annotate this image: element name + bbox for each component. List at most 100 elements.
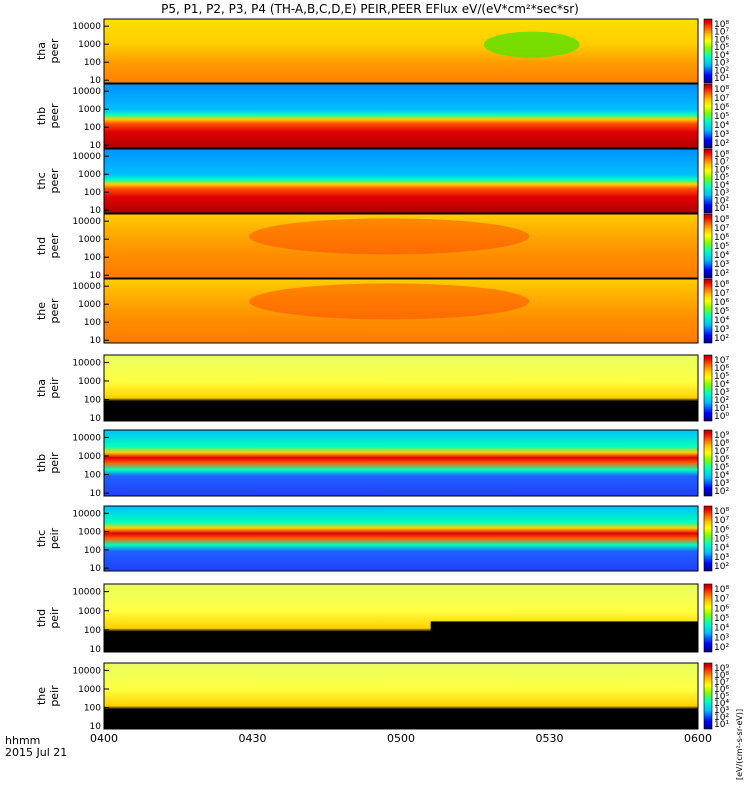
colorbar bbox=[703, 583, 713, 653]
y-tick-label: 10000 bbox=[72, 358, 101, 368]
colorbar-tick-label: 10⁴ bbox=[714, 544, 729, 554]
colorbar-tick-label: 10¹ bbox=[714, 720, 729, 730]
panel-species-label: peer bbox=[48, 233, 61, 259]
colorbar bbox=[703, 429, 713, 497]
spectrogram-panel-the-peer: 10 100 1000 10000 the peer 10⁸10⁷10⁶10⁵10⁴10³1… bbox=[35, 278, 729, 346]
colorbar-tick-label: 10⁸ bbox=[714, 20, 729, 30]
colorbar-tick-label: 10⁸ bbox=[714, 150, 729, 160]
colorbar-tick-label: 10⁶ bbox=[714, 455, 729, 465]
colorbar bbox=[703, 354, 713, 422]
spectrogram-fill bbox=[104, 663, 698, 729]
colorbar-tick-label: 10⁵ bbox=[714, 173, 729, 183]
panel-species-label: peir bbox=[48, 377, 61, 399]
colorbar-tick-label: 10² bbox=[714, 487, 729, 497]
spectrogram-fill bbox=[104, 214, 698, 278]
y-tick-label: 10000 bbox=[72, 509, 101, 519]
y-tick-label: 100 bbox=[84, 58, 101, 68]
y-tick-label: 1000 bbox=[78, 452, 101, 462]
date-label: 2015 Jul 21 bbox=[5, 746, 67, 759]
colorbar-tick-label: 10⁹ bbox=[714, 431, 729, 441]
colorbar-tick-label: 10⁶ bbox=[714, 165, 729, 175]
panel-probe-label: thd bbox=[35, 609, 48, 627]
colorbar-tick-label: 10⁸ bbox=[714, 671, 729, 681]
colorbar-tick-label: 10² bbox=[714, 196, 729, 206]
panel-species-label: peir bbox=[48, 607, 61, 629]
spectrogram-fill bbox=[104, 355, 698, 421]
colorbar-tick-label: 10⁷ bbox=[714, 289, 729, 299]
figure-title: P5, P1, P2, P3, P4 (TH-A,B,C,D,E) PEIR,P… bbox=[161, 2, 579, 16]
panel-frame bbox=[103, 583, 699, 653]
y-tick-label: 100 bbox=[84, 704, 101, 714]
y-tick-label: 10000 bbox=[72, 87, 101, 97]
flux-enhancement-blob bbox=[249, 218, 530, 255]
panel-probe-label: the bbox=[35, 302, 48, 320]
y-tick-label: 1000 bbox=[78, 300, 101, 310]
y-tick-label: 10 bbox=[90, 206, 102, 216]
panel-probe-label: the bbox=[35, 687, 48, 705]
y-tick-label: 10000 bbox=[72, 433, 101, 443]
colorbar bbox=[703, 18, 713, 84]
colorbar-tick-label: 10⁸ bbox=[714, 439, 729, 449]
x-tick-label: 0400 bbox=[90, 732, 118, 745]
y-tick-label: 10 bbox=[90, 722, 102, 732]
panel-frame bbox=[103, 83, 699, 149]
colorbar-tick-label: 10² bbox=[714, 334, 729, 344]
panel-frame bbox=[103, 18, 699, 84]
x-tick-label: 0600 bbox=[684, 732, 712, 745]
colorbar-tick-label: 10³ bbox=[714, 553, 729, 563]
colorbar-tick-label: 10³ bbox=[714, 325, 729, 335]
y-tick-label: 10 bbox=[90, 271, 102, 281]
colorbar-tick-label: 10⁴ bbox=[714, 251, 729, 261]
panel-probe-label: thb bbox=[35, 107, 48, 125]
panel-probe-label: tha bbox=[35, 379, 48, 397]
spectrogram-fill bbox=[104, 279, 698, 343]
colorbar bbox=[703, 278, 713, 344]
y-tick-label: 1000 bbox=[78, 40, 101, 50]
y-tick-label: 100 bbox=[84, 546, 101, 556]
colorbar-tick-label: 10⁴ bbox=[714, 471, 729, 481]
y-tick-label: 10 bbox=[90, 564, 102, 574]
colorbar-tick-label: 10⁰ bbox=[714, 412, 729, 422]
y-tick-label: 10 bbox=[90, 336, 102, 346]
panel-probe-label: tha bbox=[35, 42, 48, 60]
x-tick-label: 0500 bbox=[387, 732, 415, 745]
spectrogram-fill bbox=[104, 19, 698, 83]
colorbar-tick-label: 10³ bbox=[714, 59, 729, 69]
y-tick-label: 10000 bbox=[72, 22, 101, 32]
colorbar-tick-label: 10⁷ bbox=[714, 224, 729, 234]
panel-species-label: peir bbox=[48, 452, 61, 474]
time-axis-label: hhmm bbox=[5, 734, 40, 747]
colorbar-tick-label: 10² bbox=[714, 396, 729, 406]
y-tick-label: 100 bbox=[84, 626, 101, 636]
colorbar-tick-label: 10⁵ bbox=[714, 614, 729, 624]
panel-frame bbox=[103, 354, 699, 422]
y-tick-label: 10 bbox=[90, 141, 102, 151]
colorbar-tick-label: 10⁶ bbox=[714, 298, 729, 308]
x-tick-label: 0530 bbox=[536, 732, 564, 745]
y-tick-label: 10000 bbox=[72, 217, 101, 227]
colorbar bbox=[703, 148, 713, 214]
y-tick-label: 10 bbox=[90, 414, 102, 424]
colorbar-tick-label: 10⁶ bbox=[714, 233, 729, 243]
panel-frame bbox=[103, 505, 699, 572]
colorbar-tick-label: 10⁷ bbox=[714, 678, 729, 688]
colorbar-tick-label: 10⁷ bbox=[714, 356, 729, 366]
panel-frame bbox=[103, 213, 699, 279]
panel-species-label: peer bbox=[48, 38, 61, 64]
spectrogram-panel-thb-peer: 10 100 1000 10000 thb peer 10⁸10⁷10⁶10⁵10⁴10³1… bbox=[35, 83, 729, 151]
y-tick-label: 100 bbox=[84, 253, 101, 263]
panel-species-label: peer bbox=[48, 298, 61, 324]
panel-frame bbox=[103, 278, 699, 344]
no-data-region bbox=[430, 621, 698, 652]
colorbar-tick-label: 10⁷ bbox=[714, 447, 729, 457]
colorbar-tick-label: 10⁴ bbox=[714, 181, 729, 191]
panel-species-label: peer bbox=[48, 168, 61, 194]
flux-enhancement-blob bbox=[483, 31, 580, 58]
spectrogram-panel-thd-peir: 10 100 1000 10000 thd peir 10⁸10⁷10⁶10⁵10⁴10³1… bbox=[35, 583, 729, 655]
colorbar-tick-label: 10⁴ bbox=[714, 51, 729, 61]
panel-frame bbox=[103, 429, 699, 497]
y-tick-label: 1000 bbox=[78, 105, 101, 115]
